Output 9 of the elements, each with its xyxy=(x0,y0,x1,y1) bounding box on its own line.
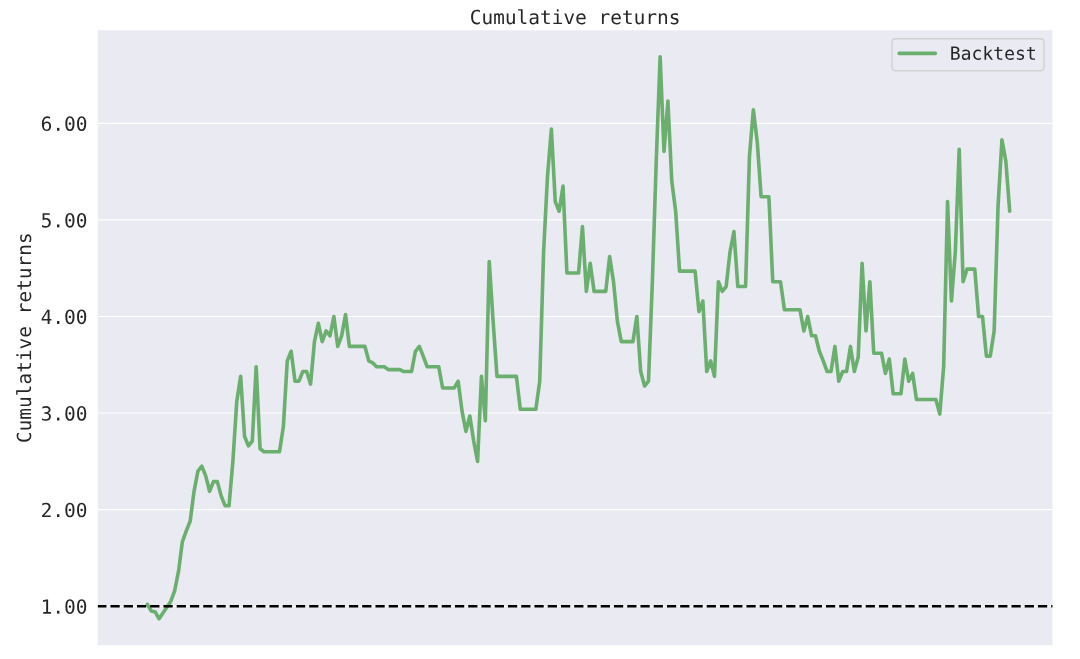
y-tick-label: 6.00 xyxy=(41,116,87,132)
y-tick-label: 4.00 xyxy=(41,309,87,325)
legend-label: Backtest xyxy=(951,46,1035,60)
y-tick-label: 2.00 xyxy=(42,502,87,518)
y-tick-label: 3.00 xyxy=(41,406,87,421)
chart-title: Cumulative returns xyxy=(471,9,679,25)
y-tick-label: 5.00 xyxy=(42,212,87,228)
y-axis-title: Cumulative returns xyxy=(16,234,32,442)
y-tick-label: 1.00 xyxy=(42,599,87,614)
